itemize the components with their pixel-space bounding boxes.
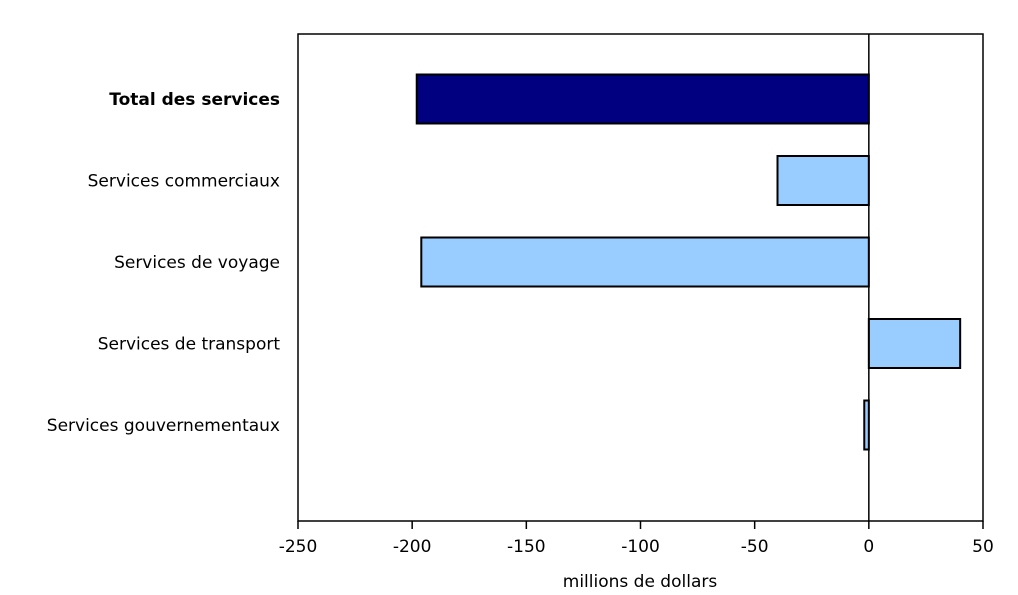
category-label: Services commerciaux	[88, 172, 280, 192]
x-tick-label: -250	[279, 537, 318, 557]
category-label: Total des services	[109, 90, 280, 110]
category-label: Services de transport	[98, 335, 281, 355]
bar-services-de-voyage	[420, 236, 870, 288]
bar-services-de-transport	[867, 318, 962, 369]
x-tick-label: 0	[863, 537, 874, 557]
bar-services-commerciaux	[776, 155, 870, 206]
x-axis-label: millions de dollars	[563, 572, 718, 592]
x-tick-label: -50	[741, 537, 769, 557]
x-tick-label: -150	[507, 537, 546, 557]
x-tick-label: -100	[621, 537, 660, 557]
x-tick-label: 50	[972, 537, 994, 557]
category-label: Services gouvernementaux	[47, 416, 280, 436]
bar-total-des-services	[415, 73, 870, 125]
x-tick-label: -200	[393, 537, 432, 557]
category-label: Services de voyage	[114, 253, 280, 273]
